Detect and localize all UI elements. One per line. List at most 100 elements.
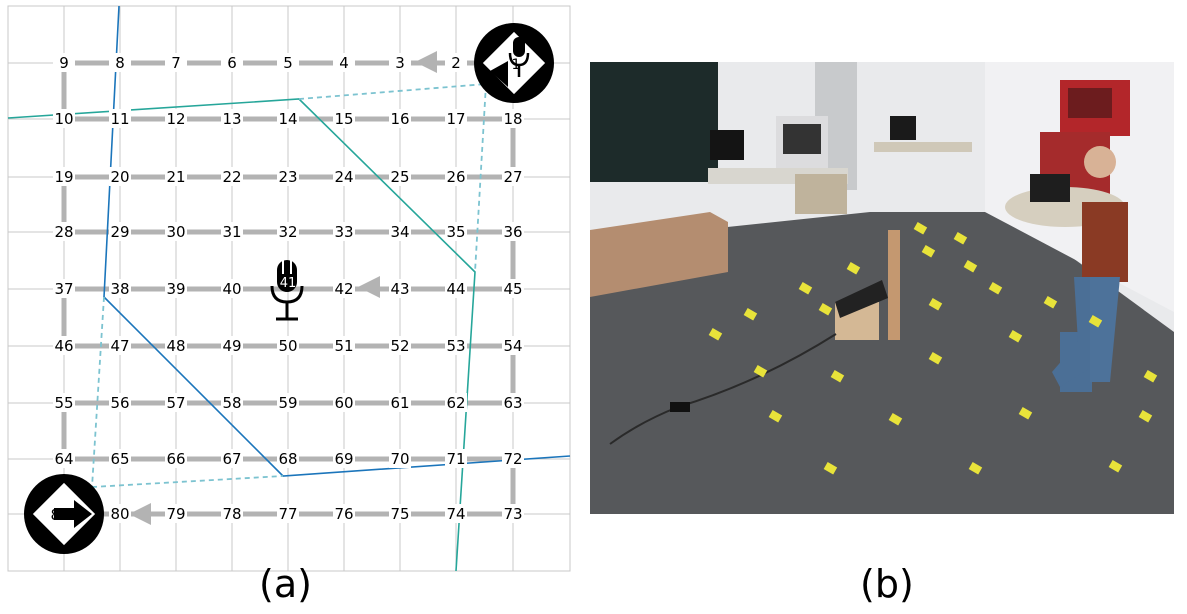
grid-point-label-bg xyxy=(445,53,467,72)
grid-point-label-bg xyxy=(333,504,355,523)
grid-point-label: 16 xyxy=(390,110,409,128)
floor-marker xyxy=(888,413,903,426)
floor-marker xyxy=(708,328,723,341)
grid-point-label-bg xyxy=(502,393,524,412)
grid-point-label: 33 xyxy=(334,223,353,241)
grid-point-label-bg xyxy=(53,449,75,468)
grid-point-label: 48 xyxy=(166,337,185,355)
grid-point-label-bg xyxy=(277,504,299,523)
grid-point-label-bg xyxy=(445,279,467,298)
grid-point-label: 36 xyxy=(503,223,522,241)
grid-point-label: 71 xyxy=(446,450,465,468)
grid-point-label-bg xyxy=(109,336,131,355)
grid-point-label: 14 xyxy=(278,110,297,128)
grid-point-label-bg xyxy=(109,393,131,412)
floor-marker xyxy=(963,260,978,273)
grid-point-label-bg xyxy=(389,109,411,128)
grid-point-label: 62 xyxy=(446,394,465,412)
grid-point-label: 12 xyxy=(166,110,185,128)
grid-point-label-bg xyxy=(502,449,524,468)
grid-point-label: 20 xyxy=(110,168,129,186)
grid-point-label: 10 xyxy=(54,110,73,128)
floor-marker xyxy=(1143,370,1158,383)
floor-marker xyxy=(1018,407,1033,420)
dashed-line-left xyxy=(91,296,105,488)
grid-point-label: 45 xyxy=(503,280,522,298)
grid-point-label: 9 xyxy=(59,54,69,72)
grid-point-label: 13 xyxy=(222,110,241,128)
grid-point-label: 79 xyxy=(166,505,185,523)
grid-point-label-bg xyxy=(333,167,355,186)
floor-marker xyxy=(1043,296,1058,309)
grid-point-label: 25 xyxy=(390,168,409,186)
grid-point-label-bg xyxy=(389,393,411,412)
grid-point-label-bg xyxy=(53,279,75,298)
dashed-line-bottom xyxy=(91,475,284,488)
grid-point-label: 35 xyxy=(446,223,465,241)
grid-point-label-bg xyxy=(445,504,467,523)
person-torso xyxy=(1082,202,1128,282)
grid-point-label-bg xyxy=(165,449,187,468)
grid-point-label: 65 xyxy=(110,450,129,468)
pole xyxy=(888,230,900,340)
floor-marker xyxy=(846,262,861,275)
red-cabinet-window xyxy=(1068,88,1112,118)
teal-boundary-line xyxy=(7,98,476,572)
floor-marker xyxy=(743,308,758,321)
grid-point-label-bg xyxy=(221,336,243,355)
floor-marker xyxy=(768,410,783,423)
person-head xyxy=(1084,146,1116,178)
printer-window xyxy=(783,124,821,154)
grid-point-label: 22 xyxy=(222,168,241,186)
grid-point-label-bg xyxy=(109,53,131,72)
floor-marker xyxy=(823,462,838,475)
floor-marker xyxy=(988,282,1003,295)
grid-point-label: 53 xyxy=(446,337,465,355)
grid-point-label: 47 xyxy=(110,337,129,355)
direction-arrows xyxy=(129,51,437,525)
dashed-line-top xyxy=(298,83,487,100)
laptop xyxy=(1030,174,1070,202)
grid-point-label-bg xyxy=(109,279,131,298)
grid-point-label-bg xyxy=(53,393,75,412)
grid-point-label: 76 xyxy=(334,505,353,523)
grid-point-label-bg xyxy=(277,109,299,128)
grid-point-label-bg xyxy=(221,504,243,523)
grid-point-label-bg xyxy=(109,222,131,241)
grid-point-label: 23 xyxy=(278,168,297,186)
grid-point-label: 69 xyxy=(334,450,353,468)
grid-point-label: 54 xyxy=(503,337,522,355)
grid-point-label-bg xyxy=(165,222,187,241)
grid-point-label: 21 xyxy=(166,168,185,186)
floor-marker xyxy=(818,303,833,316)
grid-point-label: 55 xyxy=(54,394,73,412)
grid-point-label: 19 xyxy=(54,168,73,186)
grid-point-label: 49 xyxy=(222,337,241,355)
grid-point-label: 41 xyxy=(280,276,297,291)
grid-point-label: 77 xyxy=(278,505,297,523)
floor-marker xyxy=(928,352,943,365)
grid-point-label: 17 xyxy=(446,110,465,128)
grid-point-label: 26 xyxy=(446,168,465,186)
direction-sign-icon xyxy=(474,23,554,103)
grid-point-label-bg xyxy=(277,167,299,186)
floor-marker xyxy=(913,222,928,235)
power-adapter xyxy=(670,402,690,412)
floor-marker xyxy=(753,365,768,378)
grid-point-label: 1 xyxy=(512,57,521,73)
grid-point-label-bg xyxy=(445,167,467,186)
grid-point-label-bg xyxy=(502,279,524,298)
grid-point-label-bg xyxy=(389,449,411,468)
grid-point-label: 28 xyxy=(54,223,73,241)
grid-point-label-bg xyxy=(333,53,355,72)
grid-point-label-bg xyxy=(502,167,524,186)
direction-sign-icon xyxy=(24,474,104,554)
grid-point-label-bg xyxy=(221,279,243,298)
room-floor xyxy=(590,212,1174,514)
grid-point-label-bg xyxy=(165,393,187,412)
grid-point-label-bg xyxy=(109,167,131,186)
grid-point-label-bg xyxy=(389,504,411,523)
grid-point-label: 8 xyxy=(115,54,125,72)
